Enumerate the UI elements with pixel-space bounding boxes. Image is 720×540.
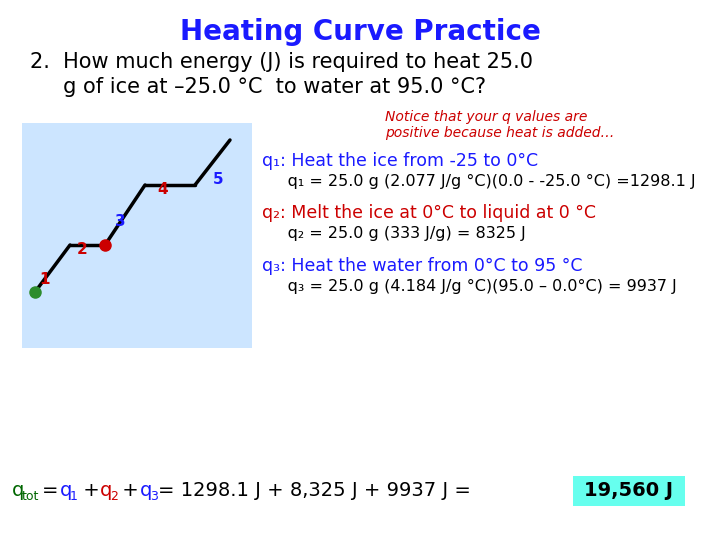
Text: =: =: [42, 482, 65, 501]
Text: q₃: Heat the water from 0°C to 95 °C: q₃: Heat the water from 0°C to 95 °C: [262, 257, 582, 275]
Text: 4: 4: [158, 181, 168, 197]
Text: 2: 2: [76, 241, 87, 256]
Text: +: +: [77, 482, 106, 501]
Text: 2.  How much energy (J) is required to heat 25.0: 2. How much energy (J) is required to he…: [30, 52, 533, 72]
Text: Notice that your q values are
positive because heat is added…: Notice that your q values are positive b…: [385, 110, 614, 140]
Text: 3: 3: [114, 214, 125, 230]
FancyBboxPatch shape: [22, 123, 252, 348]
Text: 1: 1: [40, 273, 50, 287]
Text: q₃ = 25.0 g (4.184 J/g °C)(95.0 – 0.0°C) = 9937 J: q₃ = 25.0 g (4.184 J/g °C)(95.0 – 0.0°C)…: [262, 279, 677, 294]
Text: 2: 2: [110, 489, 118, 503]
Text: +: +: [116, 482, 145, 501]
Text: q₂: Melt the ice at 0°C to liquid at 0 °C: q₂: Melt the ice at 0°C to liquid at 0 °…: [262, 204, 596, 222]
FancyBboxPatch shape: [573, 476, 685, 506]
Text: = 1298.1 J + 8,325 J + 9937 J =: = 1298.1 J + 8,325 J + 9937 J =: [158, 482, 477, 501]
Text: g of ice at –25.0 °C  to water at 95.0 °C?: g of ice at –25.0 °C to water at 95.0 °C…: [30, 77, 486, 97]
Text: Heating Curve Practice: Heating Curve Practice: [179, 18, 541, 46]
Text: 5: 5: [212, 172, 223, 187]
Text: q₁: Heat the ice from -25 to 0°C: q₁: Heat the ice from -25 to 0°C: [262, 152, 538, 170]
Text: 1: 1: [70, 489, 78, 503]
Text: 3: 3: [150, 489, 158, 503]
Text: q: q: [60, 482, 73, 501]
Text: q₁ = 25.0 g (2.077 J/g °C)(0.0 - -25.0 °C) =1298.1 J: q₁ = 25.0 g (2.077 J/g °C)(0.0 - -25.0 °…: [262, 174, 696, 189]
Text: q: q: [140, 482, 153, 501]
Text: 19,560 J: 19,560 J: [585, 482, 673, 501]
Text: q: q: [100, 482, 112, 501]
Text: q: q: [12, 482, 24, 501]
Text: tot: tot: [22, 489, 40, 503]
Text: q₂ = 25.0 g (333 J/g) = 8325 J: q₂ = 25.0 g (333 J/g) = 8325 J: [262, 226, 526, 241]
